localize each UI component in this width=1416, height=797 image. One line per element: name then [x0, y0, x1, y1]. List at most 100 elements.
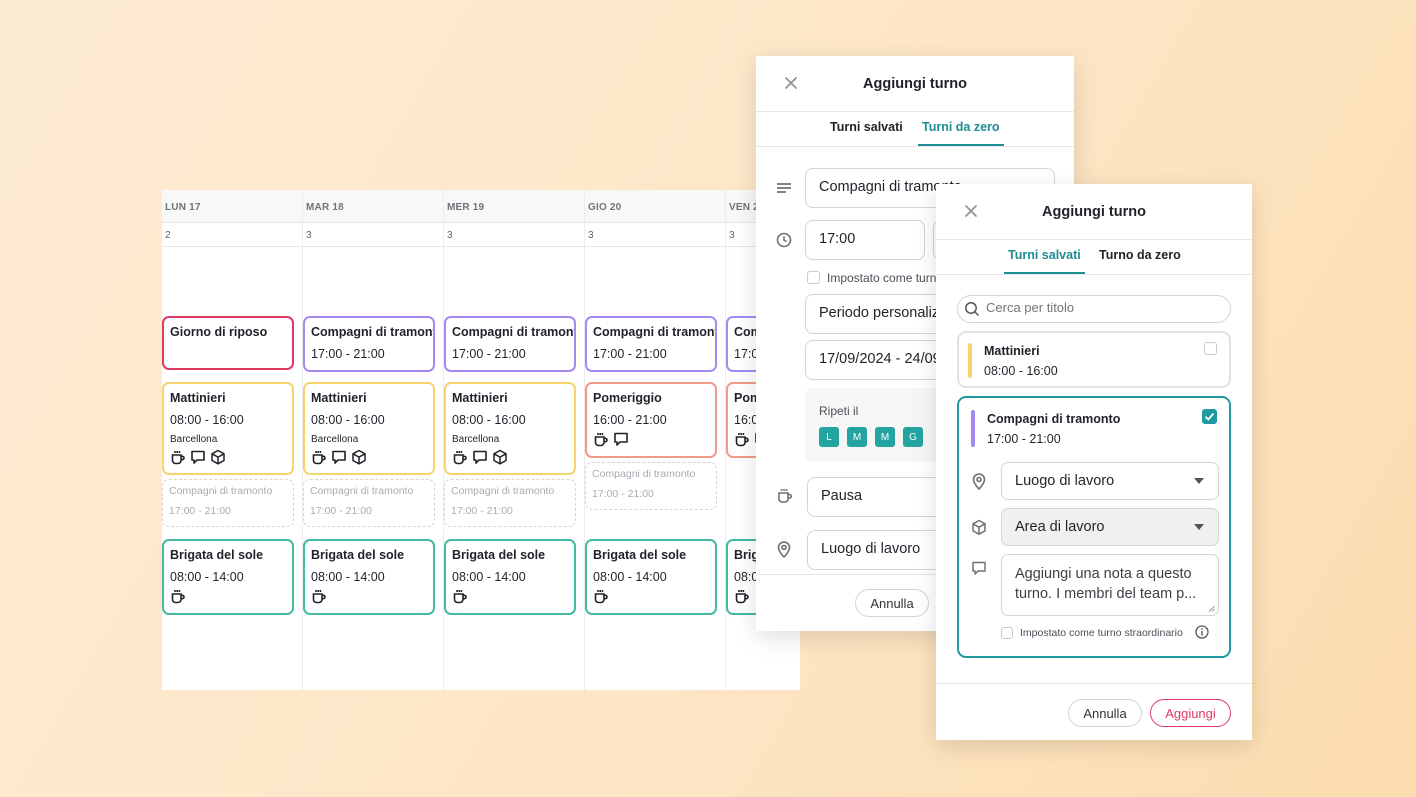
day-toggle-tuesday[interactable]: M [847, 427, 867, 447]
ghost-shift-card[interactable]: Compagni di tramonto 17:00 - 21:00 [585, 462, 717, 510]
ghost-shift-card[interactable]: Compagni di tramonto 17:00 - 21:00 [162, 479, 294, 527]
add-shift-modal-front: Aggiungi turno Turni salvati Turno da ze… [936, 184, 1252, 740]
cube-icon [351, 449, 367, 465]
shift-card[interactable]: Compagni di tramonto 17:00 - 21:00 [585, 316, 717, 372]
add-button[interactable]: Aggiungi [1150, 699, 1231, 727]
shift-hours: 08:00 - 16:00 [170, 413, 244, 427]
day-shift-count: 2 [162, 223, 302, 247]
day-column: LUN 17 2 Giorno di riposo Mattinieri 08:00 -… [162, 190, 303, 690]
day-toggle-wednesday[interactable]: M [875, 427, 895, 447]
selected-checkbox[interactable] [1202, 409, 1217, 424]
area-dropdown[interactable]: Area di lavoro [1001, 508, 1219, 546]
close-icon[interactable] [784, 76, 800, 92]
shift-card[interactable]: Brigata del sole 08:00 - 14:00 [585, 539, 717, 615]
ghost-shift-hours: 17:00 - 21:00 [451, 505, 513, 517]
ghost-shift-card[interactable]: Compagni di tramonto 17:00 - 21:00 [444, 479, 576, 527]
shift-title: Mattinieri [452, 391, 508, 405]
ghost-shift-title: Compagni di tramonto [451, 485, 555, 497]
coffee-icon [311, 588, 327, 604]
shift-card[interactable]: Mattinieri 08:00 - 16:00 Barcellona [444, 382, 576, 475]
repeat-label: Ripeti il [819, 404, 859, 418]
cancel-button[interactable]: Annulla [855, 589, 929, 617]
ghost-shift-hours: 17:00 - 21:00 [592, 488, 654, 500]
day-shift-count: 3 [303, 223, 443, 247]
day-column: MAR 18 3 Compagni di tramonto 17:00 - 21:00… [303, 190, 444, 690]
shift-icons [311, 588, 433, 604]
shift-card[interactable]: Compagni di tramonto 17:00 - 21:00 [444, 316, 576, 372]
saved-shift-title: Compagni di tramonto [987, 412, 1121, 426]
chat-icon [190, 449, 206, 465]
modal-footer: Annulla Aggiungi [936, 683, 1252, 740]
shift-hours: 08:00 - 16:00 [311, 413, 385, 427]
ghost-shift-title: Compagni di tramonto [169, 485, 273, 497]
shift-card[interactable]: Compagni di tramonto 17:00 - 21:00 [303, 316, 435, 372]
saved-shift-item-selected[interactable]: Compagni di tramonto 17:00 - 21:00 Luogo… [957, 396, 1231, 658]
saved-shift-item[interactable]: Mattinieri 08:00 - 16:00 [957, 331, 1231, 388]
schedule-calendar: LUN 17 2 Giorno di riposo Mattinieri 08:00 -… [162, 190, 800, 690]
search-icon [964, 301, 980, 317]
shift-color-bar [971, 410, 975, 447]
day-header: GIO 20 [585, 190, 725, 223]
coffee-icon [452, 449, 468, 465]
resize-handle-icon [1208, 605, 1215, 612]
shift-icons [452, 588, 574, 604]
day-shift-count: 3 [585, 223, 725, 247]
shift-icons [170, 588, 292, 604]
note-text: Aggiungi una nota a questo turno. I memb… [1015, 566, 1197, 602]
start-time-input[interactable]: 17:00 [805, 220, 925, 260]
shift-hours: 16:00 - 21:00 [593, 413, 667, 427]
shift-card[interactable]: Brigata del sole 08:00 - 14:00 [444, 539, 576, 615]
overtime-checkbox[interactable] [1001, 627, 1013, 639]
coffee-icon [776, 487, 794, 505]
modal-header: Aggiungi turno [936, 184, 1252, 240]
modal-title: Aggiungi turno [863, 76, 967, 92]
day-toggle-thursday[interactable]: G [903, 427, 923, 447]
shift-hours: 08:0 [734, 570, 759, 584]
shift-icons [593, 588, 715, 604]
shift-title: Brigata del sole [311, 548, 405, 562]
coffee-icon [734, 431, 750, 447]
close-icon[interactable] [964, 204, 980, 220]
shift-card[interactable]: Giorno di riposo [162, 316, 294, 370]
shift-card[interactable]: Brigata del sole 08:00 - 14:00 [162, 539, 294, 615]
day-toggle-monday[interactable]: L [819, 427, 839, 447]
shift-title: Brig [734, 548, 759, 562]
saved-shift-title: Mattinieri [984, 344, 1040, 358]
shift-icons [734, 588, 800, 604]
shift-title: Mattinieri [170, 391, 226, 405]
ghost-shift-card[interactable]: Compagni di tramonto 17:00 - 21:00 [303, 479, 435, 527]
ghost-shift-title: Compagni di tramonto [310, 485, 414, 497]
tab-from-scratch[interactable]: Turni da zero [918, 120, 1004, 146]
shift-title: Brigata del sole [170, 548, 264, 562]
coffee-icon [734, 588, 750, 604]
coffee-icon [311, 449, 327, 465]
info-icon[interactable] [1195, 625, 1209, 639]
overtime-label: Impostato come turno straordinario [1020, 627, 1183, 639]
search-field[interactable] [957, 295, 1231, 323]
shift-card[interactable]: Mattinieri 08:00 - 16:00 Barcellona [162, 382, 294, 475]
chevron-down-icon [1194, 524, 1204, 530]
shift-card[interactable]: Brigata del sole 08:00 - 14:00 [303, 539, 435, 615]
shift-title: Pomeriggio [593, 391, 662, 405]
day-header: LUN 17 [162, 190, 302, 223]
shift-card[interactable]: Mattinieri 08:00 - 16:00 Barcellona [303, 382, 435, 475]
day-column: MER 19 3 Compagni di tramonto 17:00 - 21:00… [444, 190, 585, 690]
shift-location: Barcellona [170, 434, 218, 445]
shift-card[interactable]: Pomeriggio 16:00 - 21:00 [585, 382, 717, 458]
location-pin-icon [971, 473, 989, 491]
overtime-checkbox[interactable] [807, 271, 820, 284]
location-dropdown-value: Luogo di lavoro [1015, 473, 1115, 489]
shift-title: Compagni di tramonto [311, 325, 435, 339]
ghost-shift-hours: 17:00 - 21:00 [169, 505, 231, 517]
search-input[interactable] [986, 300, 1206, 315]
location-dropdown[interactable]: Luogo di lavoro [1001, 462, 1219, 500]
modal-title: Aggiungi turno [1042, 204, 1146, 220]
cancel-button[interactable]: Annulla [1068, 699, 1142, 727]
tab-from-scratch[interactable]: Turno da zero [1099, 248, 1181, 262]
tab-saved-shifts[interactable]: Turni salvati [1004, 248, 1085, 274]
note-textarea[interactable]: Aggiungi una nota a questo turno. I memb… [1001, 554, 1219, 616]
tab-saved-shifts[interactable]: Turni salvati [830, 120, 903, 134]
select-checkbox[interactable] [1204, 342, 1217, 355]
shift-title: Brigata del sole [452, 548, 546, 562]
location-pin-icon [776, 541, 794, 559]
